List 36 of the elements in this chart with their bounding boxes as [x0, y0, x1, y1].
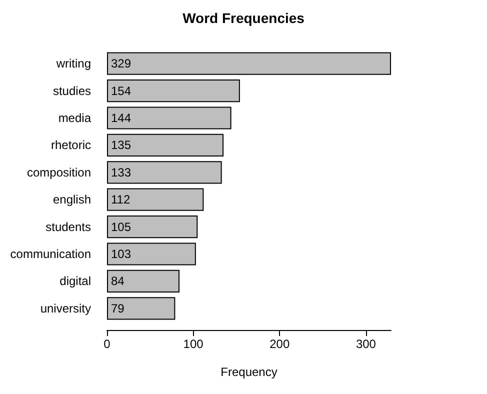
bar [107, 216, 198, 238]
y-tick-label: communication [10, 247, 91, 261]
x-tick-label: 200 [270, 337, 290, 351]
data-label: 105 [111, 220, 132, 234]
data-label: 79 [111, 301, 125, 316]
x-tick-label: 100 [183, 337, 204, 351]
data-label: 154 [111, 84, 132, 98]
y-tick-label: studies [52, 84, 91, 98]
bar [107, 52, 391, 75]
data-label: 144 [111, 111, 132, 125]
data-label: 103 [111, 247, 132, 261]
data-label: 112 [111, 192, 130, 207]
data-label: 329 [111, 56, 132, 71]
y-tick-label: media [58, 111, 92, 125]
y-tick-label: english [52, 192, 91, 207]
y-tick-label: composition [26, 165, 91, 180]
x-tick-label: 300 [356, 337, 376, 351]
data-label: 84 [111, 274, 125, 288]
bar [107, 270, 180, 292]
y-tick-label: writing [55, 56, 91, 71]
data-label: 133 [111, 165, 132, 180]
chart-title: Word Frequencies [182, 10, 305, 26]
x-tick-label: 0 [104, 337, 111, 351]
y-tick-label: students [46, 220, 91, 234]
bar [107, 134, 224, 156]
y-tick-label: university [40, 301, 91, 316]
bar [107, 161, 222, 184]
bar [107, 106, 232, 130]
bar [107, 80, 240, 102]
data-label: 135 [111, 138, 132, 152]
bar [107, 188, 204, 211]
bar [107, 297, 176, 320]
bar [107, 242, 196, 266]
x-axis-title: Frequency [220, 365, 278, 379]
y-tick-label: digital [60, 274, 91, 288]
y-tick-label: rhetoric [50, 138, 91, 152]
